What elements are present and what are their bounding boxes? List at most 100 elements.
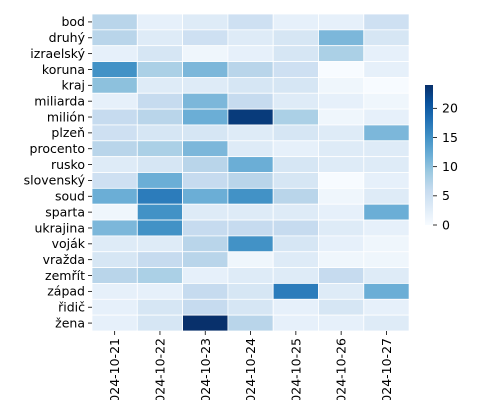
heatmap-cell-rusko-2024-10-26 [318, 156, 365, 173]
heatmap-cell-miliarda-2024-10-25 [272, 92, 319, 110]
heatmap-cell-soud-2024-10-24 [227, 187, 274, 205]
heatmap-cell-zapad-2024-10-21 [91, 283, 138, 300]
heatmap-cell-rusko-2024-10-27 [363, 156, 410, 173]
heatmap-cell-miliarda-2024-10-23 [182, 92, 229, 110]
heatmap-cell-izraelsky-2024-10-21 [91, 45, 138, 62]
heatmap-cell-vojak-2024-10-21 [91, 235, 138, 253]
heatmap-cell-sparta-2024-10-23 [182, 203, 229, 221]
heatmap-cell-zemrit-2024-10-23 [182, 267, 229, 284]
x-tick-label: 2024-10-24 [243, 338, 258, 400]
y-tick-label: druhý [49, 30, 86, 45]
heatmap-cell-kraj-2024-10-22 [136, 77, 184, 94]
heatmap-cell-plzen-2024-10-22 [136, 124, 184, 142]
heatmap-cell-ukrajina-2024-10-22 [136, 219, 184, 237]
heatmap-cell-zemrit-2024-10-21 [91, 267, 138, 284]
heatmap-cell-ridic-2024-10-25 [272, 298, 319, 316]
heatmap-cell-zena-2024-10-25 [272, 314, 319, 332]
heatmap-cell-vojak-2024-10-23 [182, 235, 229, 253]
heatmap-cell-zapad-2024-10-23 [182, 283, 229, 300]
heatmap-cell-sparta-2024-10-21 [91, 203, 138, 221]
heatmap-cell-izraelsky-2024-10-27 [363, 45, 410, 62]
heatmap-cell-zapad-2024-10-27 [363, 283, 410, 300]
heatmap-cell-procento-2024-10-27 [363, 140, 410, 158]
heatmap-cell-soud-2024-10-21 [91, 187, 138, 205]
y-tick-label: žena [55, 315, 85, 330]
heatmap-cell-ukrajina-2024-10-25 [272, 219, 319, 237]
heatmap-cell-kraj-2024-10-27 [363, 77, 410, 94]
heatmap-cell-zemrit-2024-10-26 [318, 267, 365, 284]
heatmap-cell-ukrajina-2024-10-27 [363, 219, 410, 237]
heatmap-cell-slovensky-2024-10-21 [91, 172, 138, 189]
x-tick-label: 2024-10-26 [334, 338, 349, 400]
heatmap-cell-druhy-2024-10-25 [272, 29, 319, 47]
heatmap-cell-sparta-2024-10-25 [272, 203, 319, 221]
heatmap-cell-sparta-2024-10-27 [363, 203, 410, 221]
heatmap-cell-zena-2024-10-26 [318, 314, 365, 332]
heatmap-cell-vrazda-2024-10-22 [136, 251, 184, 269]
heatmap-cell-zemrit-2024-10-25 [272, 267, 319, 284]
heatmap-cell-zemrit-2024-10-27 [363, 267, 410, 284]
heatmap-cell-koruna-2024-10-27 [363, 61, 410, 78]
x-tick-label: 2024-10-21 [107, 338, 122, 400]
heatmap-cell-soud-2024-10-25 [272, 187, 319, 205]
heatmap-cell-zena-2024-10-22 [136, 314, 184, 332]
heatmap-cell-izraelsky-2024-10-26 [318, 45, 365, 62]
heatmap-cell-ridic-2024-10-24 [227, 298, 274, 316]
heatmap-cell-izraelsky-2024-10-25 [272, 45, 319, 62]
heatmap-cell-vrazda-2024-10-26 [318, 251, 365, 269]
heatmap-cell-procento-2024-10-26 [318, 140, 365, 158]
y-tick-label: vražda [43, 252, 85, 267]
heatmap-cell-miliarda-2024-10-22 [136, 92, 184, 110]
heatmap-cell-bod-2024-10-27 [363, 13, 410, 31]
y-tick-label: řidič [58, 300, 85, 315]
heatmap-cell-plzen-2024-10-24 [227, 124, 274, 142]
heatmap-cell-vojak-2024-10-22 [136, 235, 184, 253]
heatmap-cell-slovensky-2024-10-26 [318, 172, 365, 189]
heatmap-cell-vrazda-2024-10-25 [272, 251, 319, 269]
heatmap-cell-izraelsky-2024-10-22 [136, 45, 184, 62]
heatmap-cell-ridic-2024-10-21 [91, 298, 138, 316]
heatmap-cell-kraj-2024-10-24 [227, 77, 274, 94]
heatmap-cell-milion-2024-10-26 [318, 108, 365, 126]
heatmap-cell-soud-2024-10-22 [136, 187, 184, 205]
heatmap-cell-koruna-2024-10-26 [318, 61, 365, 78]
heatmap-cell-milion-2024-10-21 [91, 108, 138, 126]
heatmap-cell-sparta-2024-10-24 [227, 203, 274, 221]
heatmap-cell-slovensky-2024-10-25 [272, 172, 319, 189]
heatmap-cell-plzen-2024-10-23 [182, 124, 229, 142]
y-tick-label: milión [47, 109, 85, 124]
heatmap-cell-druhy-2024-10-27 [363, 29, 410, 47]
colorbar-tick-label: 5 [442, 188, 450, 203]
heatmap-cell-zapad-2024-10-26 [318, 283, 365, 300]
colorbar-tick-label: 10 [442, 159, 458, 174]
heatmap-cell-milion-2024-10-27 [363, 108, 410, 126]
heatmap-cell-vrazda-2024-10-24 [227, 251, 274, 269]
heatmap-cell-sparta-2024-10-22 [136, 203, 184, 221]
x-tick-labels: 2024-10-21 2024-10-22 2024-10-23 2024-10-24… [107, 331, 394, 400]
y-tick-label: izraelský [30, 46, 85, 61]
heatmap-cell-slovensky-2024-10-22 [136, 172, 184, 189]
heatmap-cell-druhy-2024-10-23 [182, 29, 229, 47]
heatmap-cell-druhy-2024-10-22 [136, 29, 184, 47]
y-tick-label: procento [30, 141, 85, 156]
heatmap-cell-druhy-2024-10-24 [227, 29, 274, 47]
heatmap-cell-rusko-2024-10-21 [91, 156, 138, 173]
heatmap-cell-ridic-2024-10-23 [182, 298, 229, 316]
y-tick-label: kraj [61, 78, 85, 93]
y-tick-label: sparta [45, 204, 85, 219]
y-tick-labels: boddruhýizraelskýkorunakrajmiliardamilió… [24, 14, 92, 330]
heatmap-cell-soud-2024-10-26 [318, 187, 365, 205]
heatmap-cell-kraj-2024-10-25 [272, 77, 319, 94]
heatmap-cell-sparta-2024-10-26 [318, 203, 365, 221]
y-tick-label: koruna [42, 62, 85, 77]
colorbar-tick-label: 20 [442, 101, 458, 116]
colorbar-tick-label: 0 [442, 217, 450, 232]
heatmap-cell-izraelsky-2024-10-24 [227, 45, 274, 62]
heatmap-cell-miliarda-2024-10-21 [91, 92, 138, 110]
heatmap-cell-vrazda-2024-10-23 [182, 251, 229, 269]
heatmap-cell-druhy-2024-10-21 [91, 29, 138, 47]
colorbar-tick-label: 15 [442, 130, 458, 145]
x-tick-label: 2024-10-23 [198, 338, 213, 400]
heatmap-cell-vrazda-2024-10-21 [91, 251, 138, 269]
